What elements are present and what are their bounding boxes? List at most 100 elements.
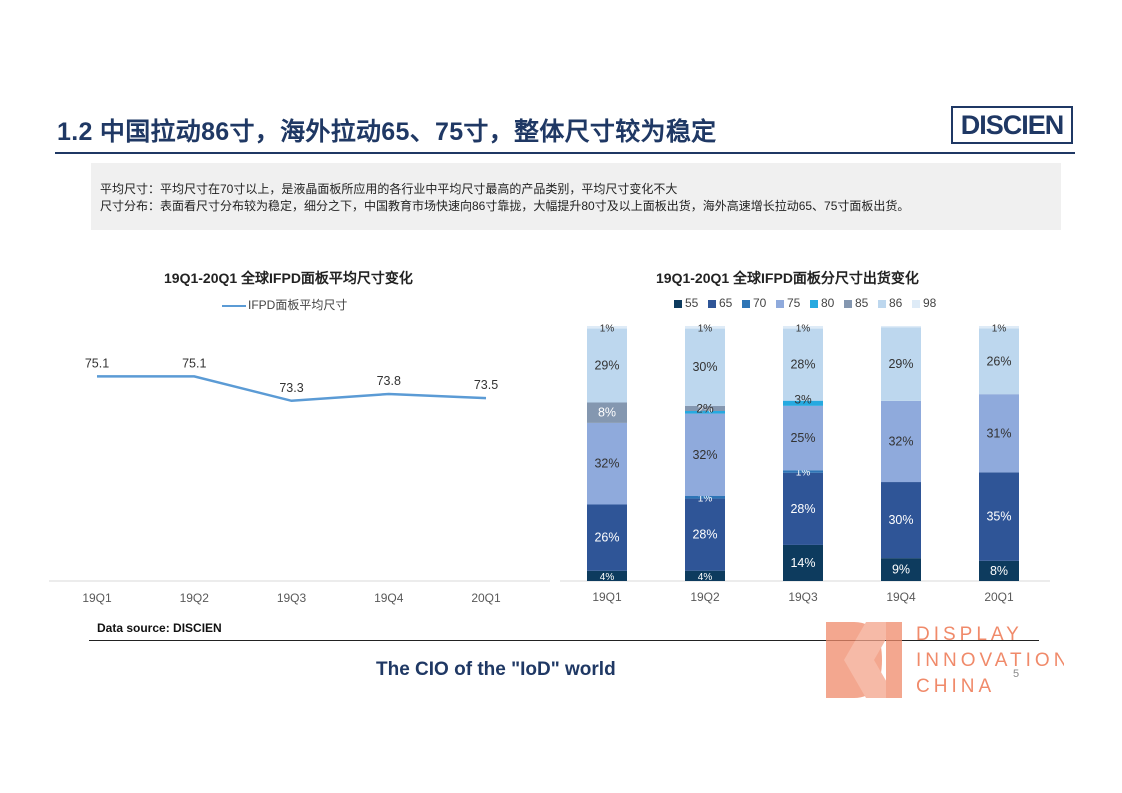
logo-text-innovation: INNOVATION (916, 650, 1064, 671)
legend-label: 85 (855, 296, 869, 310)
x-tick-label: 19Q2 (690, 590, 720, 604)
data-label: 73.8 (377, 374, 401, 388)
legend-item-55: 55 (674, 296, 698, 310)
bar-segment-75 (685, 413, 725, 496)
data-label: 3% (794, 392, 812, 406)
bar-segment-55 (979, 560, 1019, 581)
data-label: 8% (598, 406, 616, 420)
summary-box: 平均尺寸：平均尺寸在70寸以上，是液晶面板所应用的各行业中平均尺寸最高的产品类别… (91, 163, 1061, 230)
bar-segment-86 (783, 328, 823, 401)
legend-item-85: 85 (844, 296, 868, 310)
data-label: 8% (990, 564, 1008, 578)
legend-swatch (878, 299, 886, 308)
bar-segment-75 (783, 405, 823, 471)
data-label: 35% (986, 510, 1011, 524)
bar-segment-86 (881, 327, 921, 401)
bar-segment-85 (587, 402, 627, 423)
legend-label: 86 (889, 296, 903, 310)
bar-segment-65 (685, 498, 725, 571)
data-label: 73.5 (474, 378, 498, 392)
bar-segment-55 (685, 570, 725, 581)
bar-segment-86 (587, 328, 627, 403)
data-label: 31% (986, 426, 1011, 440)
legend-label: 70 (753, 296, 767, 310)
bar-segment-75 (587, 422, 627, 505)
bar-segment-70 (685, 496, 725, 499)
bar-segment-65 (979, 472, 1019, 561)
logo-text-display: DISPLAY (916, 624, 1023, 645)
data-label: 1% (698, 323, 713, 334)
x-tick-label: 19Q4 (886, 590, 916, 604)
data-label: 73.3 (279, 381, 303, 395)
legend-label: IFPD面板平均尺寸 (248, 298, 348, 312)
legend-item-86: 86 (878, 296, 902, 310)
legend-swatch (708, 299, 716, 308)
data-label: 1% (698, 493, 713, 504)
bar-segment-86 (979, 328, 1019, 395)
bar-segment-86 (685, 328, 725, 406)
data-label: 14% (790, 556, 815, 570)
data-label: 2% (696, 401, 714, 415)
data-label: 1% (796, 468, 811, 479)
line-chart: 75.1 75.1 73.3 73.8 73.5 19Q1 19Q2 19Q3 19Q4 20Q1 (49, 356, 550, 605)
legend-label: 65 (719, 296, 733, 310)
x-tick-label: 19Q3 (277, 591, 307, 605)
bar-segment-65 (881, 482, 921, 559)
x-tick-label: 20Q1 (471, 591, 501, 605)
data-source: Data source: DISCIEN (97, 621, 222, 635)
data-label: 4% (698, 572, 713, 583)
legend-swatch (912, 299, 920, 308)
data-label: 26% (986, 354, 1011, 368)
tagline: The CIO of the "IoD" world (376, 659, 616, 680)
legend-swatch (844, 299, 852, 308)
display-innovation-china-logo: DISPLAY INNOVATION CHINA (826, 622, 1064, 698)
x-tick-label: 19Q4 (374, 591, 404, 605)
legend-item-75: 75 (776, 296, 800, 310)
data-label: 32% (888, 434, 913, 448)
bar-segment-75 (881, 400, 921, 483)
legend-swatch (810, 299, 818, 308)
legend-item-80: 80 (810, 296, 834, 310)
x-tick-label: 20Q1 (984, 590, 1014, 604)
bar-segment-98 (979, 326, 1019, 329)
data-label: 29% (888, 357, 913, 371)
bar-segment-65 (783, 472, 823, 545)
discien-logo: DISCIEN (951, 106, 1073, 144)
line-chart-legend: IFPD面板平均尺寸 (222, 296, 347, 313)
bar-segment-75 (979, 394, 1019, 473)
data-label: 28% (790, 358, 815, 372)
bar-segment-98 (685, 326, 725, 329)
bar-segment-55 (587, 570, 627, 581)
legend-line-swatch (222, 304, 246, 307)
legend-label: 75 (787, 296, 801, 310)
data-label: 2% (698, 404, 713, 415)
brand-text: DISCIEN (961, 110, 1064, 140)
x-tick-label: 19Q2 (180, 591, 210, 605)
legend-label: 98 (923, 296, 937, 310)
x-tick-label: 19Q1 (592, 590, 622, 604)
summary-line-average-size: 平均尺寸：平均尺寸在70寸以上，是液晶面板所应用的各行业中平均尺寸最高的产品类别… (100, 182, 678, 196)
legend-label: 55 (685, 296, 699, 310)
legend-label: 80 (821, 296, 835, 310)
bar-segment-98 (587, 326, 627, 329)
line-chart-title: 19Q1-20Q1 全球IFPD面板平均尺寸变化 (164, 270, 413, 286)
page-title: 1.2 中国拉动86寸，海外拉动65、75寸，整体尺寸较为稳定 (57, 118, 717, 146)
bar-segment-80 (685, 411, 725, 414)
data-label: 4% (600, 572, 615, 583)
x-tick-label: 19Q1 (82, 591, 112, 605)
bar-segment-65 (587, 504, 627, 571)
summary-line-size-distribution: 尺寸分布：表面看尺寸分布较为稳定，细分之下，中国教育市场快速向86寸靠拢，大幅提… (100, 199, 910, 213)
footer-divider (89, 640, 1039, 641)
legend-swatch (674, 299, 682, 308)
data-label: 1% (796, 323, 811, 334)
data-label: 28% (790, 502, 815, 516)
data-label: 32% (692, 448, 717, 462)
data-label: 1% (600, 323, 615, 334)
bar-segment-98 (783, 326, 823, 329)
bar-segment-55 (881, 558, 921, 581)
bar-segment-85 (685, 405, 725, 411)
legend-item-98: 98 (912, 296, 936, 310)
data-label: 75.1 (85, 356, 109, 370)
data-label: 30% (888, 513, 913, 527)
stacked-bar-chart: 4% 26% 32% 8% 29% 1% 19Q1 4% 28% 1% 32% 2% 30% 1% 19Q2… (560, 323, 1050, 604)
